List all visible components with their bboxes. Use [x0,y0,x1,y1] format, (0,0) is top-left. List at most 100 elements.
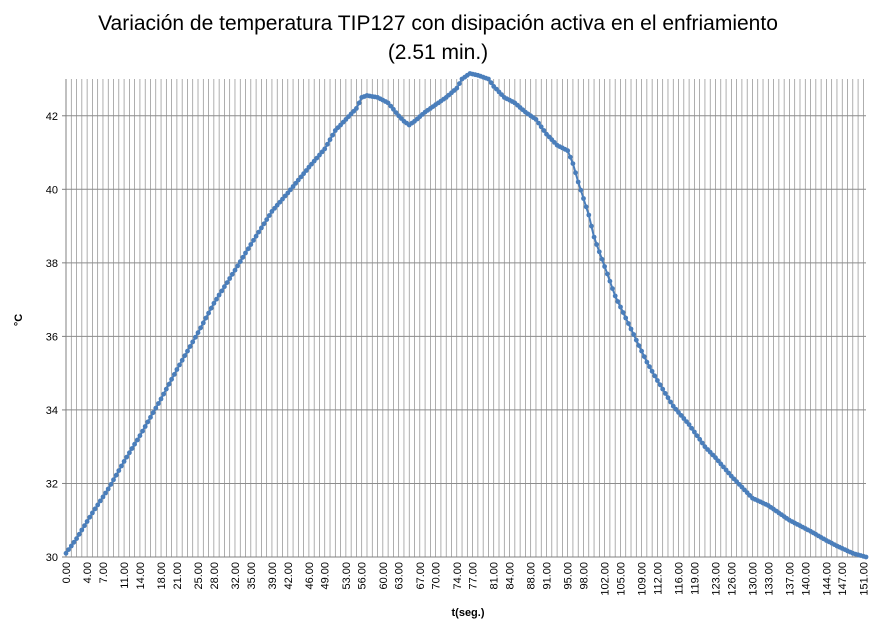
data-point [232,267,238,273]
data-point [581,196,586,201]
data-point [298,174,304,180]
data-point [124,454,130,460]
x-tick-label: 95.00 [563,562,575,590]
data-point [137,433,143,439]
data-point [322,146,328,152]
data-point [259,225,264,231]
data-point [652,373,658,379]
data-point [388,103,394,109]
data-point [134,437,140,443]
y-axis-ticks: 30 32 34 36 38 40 42 [46,111,66,564]
data-point [486,76,491,82]
x-tick-label: 130.00 [747,562,759,596]
data-point [628,326,634,332]
x-tick-label: 39.00 [267,562,279,590]
data-point [166,381,172,387]
data-point [63,550,69,556]
data-point [454,85,460,91]
data-point [95,502,101,508]
x-tick-label: 14.00 [135,562,147,590]
data-point [116,468,122,473]
data-point [583,204,589,210]
temperature-series [63,71,869,560]
data-point [573,170,578,176]
data-point [457,81,462,86]
data-point [84,519,90,524]
data-point [214,296,219,302]
data-point [224,280,230,285]
data-point [636,343,642,348]
data-point [256,229,262,235]
data-point [295,177,301,183]
data-point [156,401,161,406]
data-point [198,325,204,331]
data-point [393,110,399,115]
data-point [665,395,671,401]
y-tick-label: 42 [46,111,58,123]
data-point [185,348,190,354]
y-tick-label: 40 [46,184,58,196]
data-point [129,446,135,451]
data-point [105,486,111,492]
data-point [235,263,241,269]
y-tick-label: 30 [46,552,58,564]
data-point [140,428,146,434]
x-tick-label: 60.00 [378,562,390,590]
data-point [229,271,235,277]
data-point [111,477,116,483]
data-point [90,510,95,516]
x-tick-label: 98.00 [578,562,590,590]
x-tick-label: 151.00 [858,562,870,596]
data-point [639,348,644,354]
x-tick-label: 53.00 [341,562,353,590]
data-point [615,299,621,304]
x-tick-label: 144.00 [821,562,833,596]
data-point [641,354,647,359]
data-point [591,234,597,240]
data-point [285,190,291,196]
data-point [82,523,87,529]
x-tick-label: 21.00 [172,562,184,590]
x-axis-label: t(seg.) [452,607,485,619]
data-point [303,168,309,173]
data-point [681,416,687,421]
data-point [533,117,539,122]
data-point [649,368,655,374]
data-point [243,250,248,256]
data-point [689,425,695,431]
data-point [288,187,293,193]
x-tick-label: 67.00 [415,562,427,590]
x-axis-ticks: 0.00 4.00 7.00 11.00 14.00 18.00 21.00 25.00 28.… [61,562,870,596]
data-point [216,292,222,298]
data-point [248,242,254,247]
x-tick-label: 42.00 [283,562,295,590]
data-point [668,399,673,405]
data-point [602,264,607,269]
data-point [79,527,85,533]
data-point [309,161,314,167]
x-tick-label: 116.00 [674,562,686,595]
data-point [631,332,637,337]
data-point [626,321,631,326]
data-point [206,310,212,316]
data-point [327,137,333,143]
data-point [177,362,182,368]
data-point [586,212,592,218]
x-tick-label: 102.00 [600,562,612,596]
data-point [325,141,330,147]
x-tick-label: 147.00 [837,562,849,596]
data-point [219,288,225,294]
data-point [589,223,594,229]
data-point [655,378,660,383]
x-tick-label: 112.00 [652,562,664,595]
chart-title-line-2: (2.51 min.) [388,41,488,64]
data-point [599,256,605,262]
chart-title-line-1: Variación de temperatura TIP127 con disi… [98,12,778,35]
x-tick-label: 35.00 [246,562,258,590]
x-tick-label: 0.00 [61,562,73,583]
data-point [103,490,108,496]
data-point [187,344,193,349]
data-point [578,187,584,193]
data-point [174,367,180,372]
x-tick-label: 105.00 [615,562,627,596]
